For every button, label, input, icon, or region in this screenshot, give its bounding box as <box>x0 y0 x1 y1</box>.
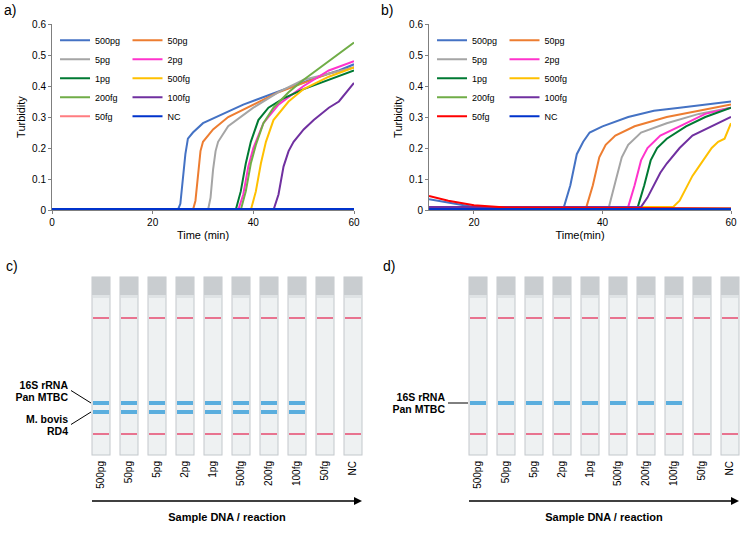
svg-text:200fg: 200fg <box>472 93 495 103</box>
svg-text:0.5: 0.5 <box>32 50 46 61</box>
svg-text:0.6: 0.6 <box>32 19 46 30</box>
svg-text:20: 20 <box>147 217 159 228</box>
html-text:b): b) <box>381 2 394 18</box>
svg-text:NC: NC <box>168 112 181 122</box>
html-text:a): a) <box>4 2 17 18</box>
svg-text:40: 40 <box>597 217 609 228</box>
svg-text:50pg: 50pg <box>545 36 565 46</box>
svg-text:5pg: 5pg <box>472 55 487 65</box>
svg-text:0.2: 0.2 <box>409 143 423 154</box>
svg-text:1pg: 1pg <box>472 74 487 84</box>
svg-text:NC: NC <box>545 112 558 122</box>
svg-text:c): c) <box>6 258 18 274</box>
svg-text:500pg: 500pg <box>95 461 106 489</box>
svg-text:500fg: 500fg <box>612 461 623 486</box>
svg-text:0.3: 0.3 <box>32 112 46 123</box>
svg-text:60: 60 <box>725 217 737 228</box>
svg-text:40: 40 <box>248 217 260 228</box>
svg-text:200fg: 200fg <box>640 461 651 486</box>
svg-text:0.4: 0.4 <box>409 81 423 92</box>
svg-text:100fg: 100fg <box>291 461 302 486</box>
svg-text:500fg: 500fg <box>545 74 568 84</box>
svg-text:2pg: 2pg <box>556 461 567 478</box>
svg-text:0.3: 0.3 <box>409 112 423 123</box>
svg-text:60: 60 <box>348 217 360 228</box>
svg-text:0: 0 <box>417 205 423 216</box>
svg-text:100fg: 100fg <box>545 93 568 103</box>
svg-text:1pg: 1pg <box>95 74 110 84</box>
svg-text:Pan MTBC: Pan MTBC <box>393 403 446 415</box>
svg-text:0: 0 <box>49 217 55 228</box>
svg-text:Turbidity: Turbidity <box>392 96 404 138</box>
svg-text:RD4: RD4 <box>47 425 68 437</box>
svg-text:20: 20 <box>468 217 480 228</box>
svg-text:5pg: 5pg <box>151 461 162 478</box>
svg-text:NC: NC <box>724 461 735 475</box>
svg-text:2pg: 2pg <box>168 55 183 65</box>
svg-text:100fg: 100fg <box>168 93 191 103</box>
svg-text:200fg: 200fg <box>263 461 274 486</box>
svg-text:50pg: 50pg <box>500 461 511 483</box>
svg-text:50fg: 50fg <box>319 461 330 480</box>
svg-text:0: 0 <box>40 205 46 216</box>
svg-text:100fg: 100fg <box>668 461 679 486</box>
svg-text:16S rRNA: 16S rRNA <box>20 379 69 391</box>
svg-text:0.1: 0.1 <box>32 174 46 185</box>
svg-text:0.2: 0.2 <box>32 143 46 154</box>
svg-text:2pg: 2pg <box>179 461 190 478</box>
svg-text:Time(min): Time(min) <box>555 229 604 241</box>
svg-text:16S rRNA: 16S rRNA <box>397 391 446 403</box>
svg-text:M. bovis: M. bovis <box>26 413 68 425</box>
svg-text:200fg: 200fg <box>95 93 118 103</box>
svg-text:Pan MTBC: Pan MTBC <box>16 391 69 403</box>
svg-text:50fg: 50fg <box>95 112 113 122</box>
svg-text:500fg: 500fg <box>168 74 191 84</box>
svg-text:0.4: 0.4 <box>32 81 46 92</box>
svg-text:Turbidity: Turbidity <box>15 96 27 138</box>
svg-text:5pg: 5pg <box>95 55 110 65</box>
svg-text:500pg: 500pg <box>472 36 497 46</box>
svg-text:d): d) <box>383 258 395 274</box>
svg-text:0.1: 0.1 <box>409 174 423 185</box>
svg-text:50pg: 50pg <box>123 461 134 483</box>
svg-text:0.6: 0.6 <box>409 19 423 30</box>
svg-text:1pg: 1pg <box>584 461 595 478</box>
svg-text:50fg: 50fg <box>472 112 490 122</box>
svg-text:2pg: 2pg <box>545 55 560 65</box>
svg-text:Time (min): Time (min) <box>177 229 229 241</box>
svg-text:5pg: 5pg <box>528 461 539 478</box>
svg-text:NC: NC <box>347 461 358 475</box>
svg-text:50pg: 50pg <box>168 36 188 46</box>
svg-text:Sample DNA / reaction: Sample DNA / reaction <box>545 511 663 523</box>
svg-text:50fg: 50fg <box>696 461 707 480</box>
svg-text:500pg: 500pg <box>95 36 120 46</box>
svg-text:1pg: 1pg <box>207 461 218 478</box>
svg-text:500pg: 500pg <box>472 461 483 489</box>
svg-text:Sample DNA / reaction: Sample DNA / reaction <box>168 511 286 523</box>
svg-text:0.5: 0.5 <box>409 50 423 61</box>
svg-text:500fg: 500fg <box>235 461 246 486</box>
